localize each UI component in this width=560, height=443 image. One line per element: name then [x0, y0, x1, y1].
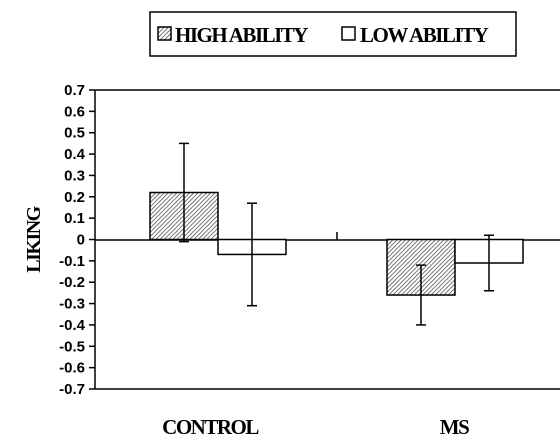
y-tick-label: -0.3 [59, 296, 85, 313]
bars [149, 191, 524, 296]
category-label-ms: MS [440, 415, 469, 439]
y-tick-label: -0.6 [59, 360, 85, 377]
legend: HIGH ABILITY LOW ABILITY [149, 11, 517, 57]
legend-label-low-ability: LOW ABILITY [360, 23, 489, 47]
y-tick-label: -0.2 [59, 274, 85, 291]
y-tick-label: 0.4 [64, 146, 86, 163]
y-tick-label: 0 [77, 232, 85, 249]
y-tick-label: 0.6 [64, 103, 85, 120]
legend-swatch-high-ability [157, 26, 172, 41]
y-tick-label: -0.7 [59, 381, 85, 398]
y-tick-label: 0.1 [64, 210, 85, 227]
error-bars [179, 142, 494, 326]
legend-box [149, 11, 517, 57]
y-tick-label: -0.4 [59, 317, 86, 334]
y-axis-ticks: 0.7 0.6 0.5 0.4 0.3 0.2 0.1 0 -0.1 -0.2 -0.3 -0.4 -0… [59, 82, 95, 398]
y-tick-label: 0.3 [64, 167, 85, 184]
legend-label-high-ability: HIGH ABILITY [175, 23, 308, 47]
y-tick-label: -0.5 [59, 338, 85, 355]
y-axis-title: LIKING [23, 205, 45, 272]
legend-swatch-low-ability [341, 26, 356, 41]
y-tick-label: -0.1 [59, 253, 85, 270]
y-tick-label: 0.5 [64, 125, 85, 142]
category-label-control: CONTROL [162, 415, 259, 439]
y-tick-label: 0.2 [64, 189, 85, 206]
y-tick-label: 0.7 [64, 82, 85, 99]
